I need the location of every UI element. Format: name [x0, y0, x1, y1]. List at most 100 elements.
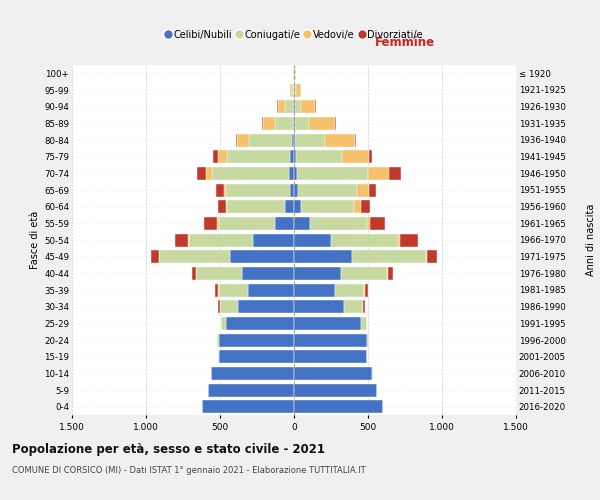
Bar	[237, 134, 249, 146]
Bar	[294, 384, 377, 396]
Bar	[370, 217, 385, 230]
Bar	[295, 84, 296, 96]
Bar	[218, 150, 227, 163]
Bar	[248, 284, 294, 296]
Bar	[361, 200, 370, 213]
Bar	[325, 134, 355, 146]
Bar	[294, 134, 295, 146]
Bar	[294, 250, 352, 263]
Bar	[292, 84, 293, 96]
Y-axis label: Fasce di età: Fasce di età	[30, 211, 40, 269]
Bar	[188, 234, 189, 246]
Bar	[365, 284, 368, 296]
Bar	[275, 117, 293, 130]
Bar	[369, 184, 376, 196]
Bar	[206, 167, 212, 180]
Bar	[211, 367, 294, 380]
Bar	[310, 217, 367, 230]
Bar	[295, 100, 301, 113]
Bar	[227, 150, 290, 163]
Bar	[218, 200, 226, 213]
Bar	[294, 284, 335, 296]
Bar	[294, 150, 296, 163]
Bar	[249, 134, 292, 146]
Legend: Celibi/Nubili, Coniugati/e, Vedovi/e, Divorziati/e: Celibi/Nubili, Coniugati/e, Vedovi/e, Di…	[165, 30, 423, 40]
Bar	[309, 117, 335, 130]
Bar	[389, 167, 401, 180]
Bar	[220, 300, 238, 313]
Text: Femmine: Femmine	[375, 36, 435, 49]
Bar	[293, 117, 294, 130]
Bar	[355, 134, 356, 146]
Bar	[253, 234, 294, 246]
Bar	[296, 84, 301, 96]
Bar	[189, 234, 253, 246]
Bar	[202, 400, 294, 413]
Bar	[400, 234, 418, 246]
Bar	[290, 150, 294, 163]
Bar	[294, 117, 295, 130]
Bar	[218, 217, 275, 230]
Bar	[221, 317, 226, 330]
Bar	[294, 267, 341, 280]
Bar	[294, 350, 367, 363]
Bar	[218, 334, 294, 346]
Bar	[204, 217, 217, 230]
Text: Anni di nascita: Anni di nascita	[586, 204, 596, 276]
Bar	[196, 267, 242, 280]
Bar	[290, 184, 294, 196]
Bar	[335, 117, 336, 130]
Bar	[151, 250, 159, 263]
Bar	[226, 184, 290, 196]
Bar	[290, 84, 292, 96]
Bar	[294, 300, 344, 313]
Bar	[387, 267, 388, 280]
Bar	[227, 200, 285, 213]
Bar	[426, 250, 427, 263]
Bar	[301, 100, 316, 113]
Bar	[301, 200, 354, 213]
Bar	[208, 384, 294, 396]
Bar	[295, 117, 309, 130]
Bar	[289, 167, 294, 180]
Bar	[298, 184, 357, 196]
Bar	[238, 300, 294, 313]
Bar	[398, 234, 400, 246]
Bar	[294, 100, 295, 113]
Bar	[367, 334, 369, 346]
Bar	[217, 184, 224, 196]
Bar	[293, 100, 294, 113]
Bar	[344, 300, 363, 313]
Bar	[357, 184, 369, 196]
Bar	[191, 267, 196, 280]
Bar	[294, 200, 301, 213]
Bar	[263, 117, 275, 130]
Text: Popolazione per età, sesso e stato civile - 2021: Popolazione per età, sesso e stato civil…	[12, 442, 325, 456]
Bar	[369, 150, 372, 163]
Bar	[218, 300, 220, 313]
Bar	[217, 334, 218, 346]
Bar	[242, 267, 294, 280]
Bar	[297, 167, 368, 180]
Bar	[294, 317, 361, 330]
Bar	[275, 217, 294, 230]
Text: COMUNE DI CORSICO (MI) - Dati ISTAT 1° gennaio 2021 - Elaborazione TUTTITALIA.IT: COMUNE DI CORSICO (MI) - Dati ISTAT 1° g…	[12, 466, 365, 475]
Bar	[218, 350, 294, 363]
Bar	[294, 367, 373, 380]
Bar	[294, 167, 297, 180]
Bar	[341, 267, 387, 280]
Bar	[160, 250, 230, 263]
Bar	[363, 300, 365, 313]
Bar	[214, 150, 218, 163]
Bar	[215, 284, 218, 296]
Bar	[278, 100, 285, 113]
Bar	[175, 234, 188, 246]
Bar	[388, 267, 393, 280]
Bar	[197, 167, 206, 180]
Bar	[294, 217, 310, 230]
Bar	[295, 134, 325, 146]
Bar	[230, 250, 294, 263]
Bar	[217, 217, 218, 230]
Bar	[361, 317, 367, 330]
Bar	[226, 200, 227, 213]
